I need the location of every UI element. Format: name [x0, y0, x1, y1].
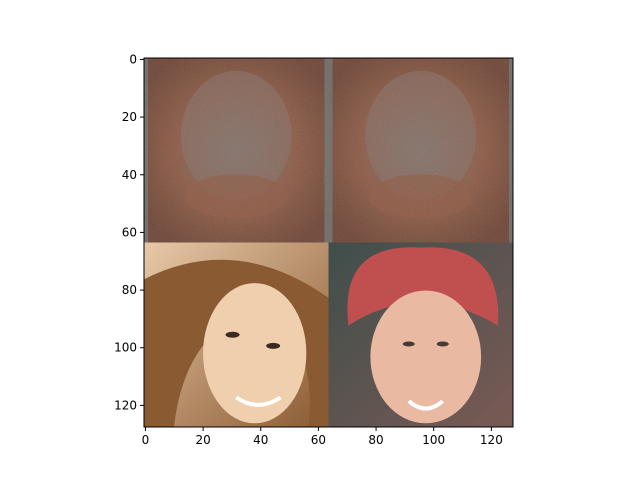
image-tile-2 — [328, 58, 513, 243]
x-tick-label: 80 — [368, 433, 383, 447]
image-tile-1 — [144, 58, 329, 243]
y-tick-label: 120 — [114, 398, 137, 412]
image-area — [144, 58, 513, 427]
y-tick-label: 0 — [129, 52, 137, 66]
y-tick-label: 40 — [122, 168, 137, 182]
y-tick-label: 20 — [122, 110, 137, 124]
x-tick-label: 100 — [422, 433, 445, 447]
image-tile-4 — [328, 242, 513, 427]
x-tick-label: 40 — [253, 433, 268, 447]
axes: 0 20 40 60 80 100 120 0 20 40 60 80 100 120 — [114, 52, 514, 447]
x-tick-label: 0 — [142, 433, 150, 447]
x-tick-label: 20 — [195, 433, 210, 447]
y-ticks: 0 20 40 60 80 100 120 — [114, 52, 144, 412]
x-tick-label: 60 — [311, 433, 326, 447]
image-tile-3 — [144, 242, 329, 427]
x-tick-label: 120 — [480, 433, 503, 447]
y-tick-label: 100 — [114, 341, 137, 355]
x-ticks: 0 20 40 60 80 100 120 — [142, 427, 503, 447]
y-tick-label: 60 — [122, 225, 137, 239]
y-tick-label: 80 — [122, 283, 137, 297]
axes-frame — [143, 57, 514, 428]
